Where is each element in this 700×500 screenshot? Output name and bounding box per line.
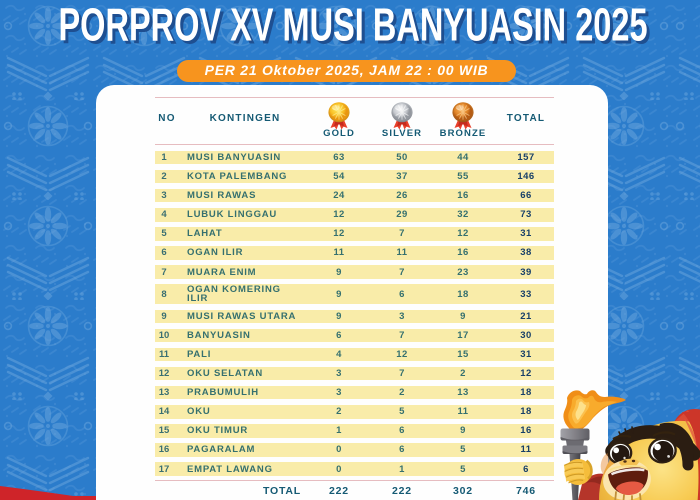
svg-text:PORPROV XV MUSI BANYUASIN 2025: PORPROV XV MUSI BANYUASIN 2025 xyxy=(62,3,651,52)
svg-text:PORPROV XV MUSI BANYUASIN 2025: PORPROV XV MUSI BANYUASIN 2025 xyxy=(58,0,647,51)
